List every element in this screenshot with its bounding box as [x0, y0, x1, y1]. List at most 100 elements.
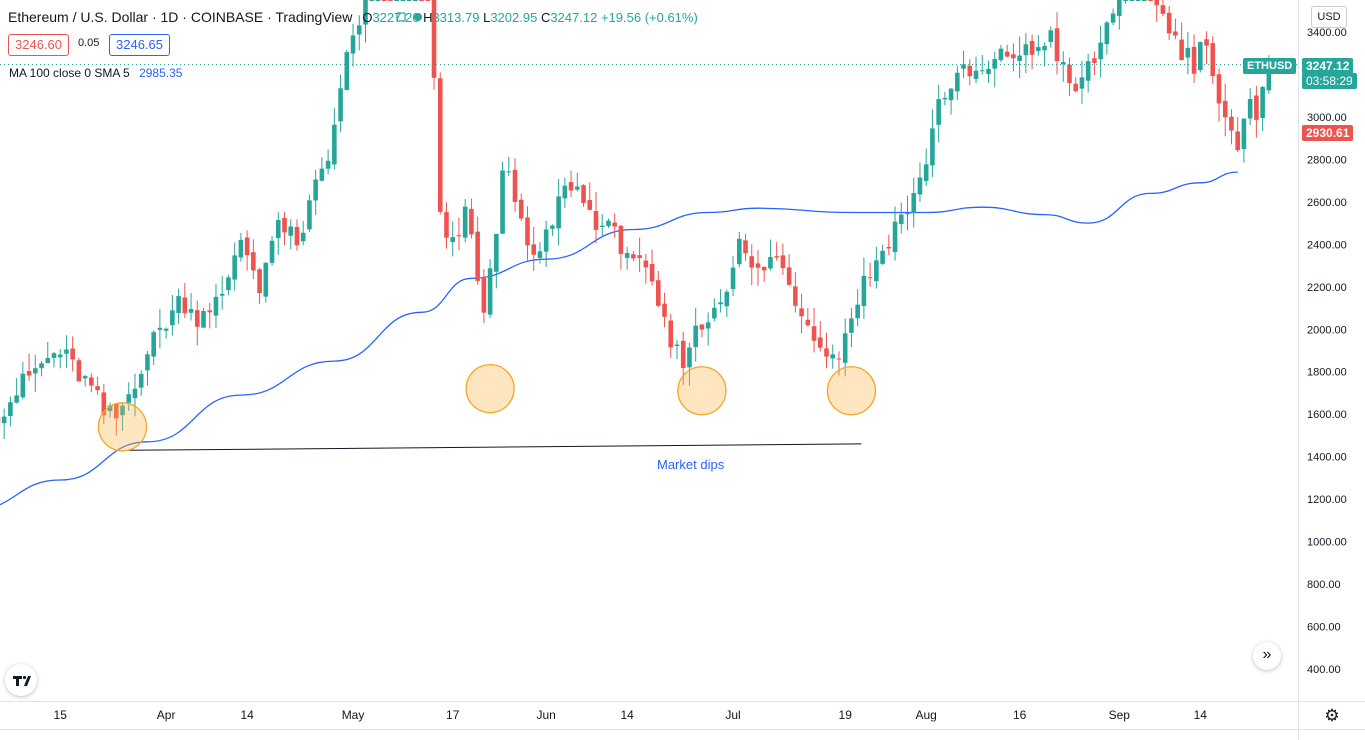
time-tick-label: 14 [620, 708, 634, 722]
candle-body [1260, 86, 1265, 118]
candle-body [1160, 5, 1166, 14]
market-dips-label: Market dips [657, 457, 725, 472]
candle-body [1098, 42, 1103, 60]
sell-button[interactable]: 3246.60 [8, 34, 69, 56]
candle-body [194, 310, 200, 327]
candle-body [1173, 31, 1178, 36]
time-tick-label: 19 [839, 708, 853, 722]
candle-body [425, 0, 431, 1]
candle-body [251, 252, 256, 271]
scroll-to-realtime-button[interactable]: » [1253, 642, 1281, 670]
candle-body [886, 246, 892, 249]
time-tick-label: 16 [1013, 708, 1027, 722]
candle-body [188, 309, 194, 313]
candle-body [325, 160, 331, 169]
support-trendline [128, 443, 862, 451]
candle-body [550, 225, 555, 229]
candle-body [1191, 46, 1197, 74]
candle-body [967, 65, 973, 77]
candle-body [350, 35, 356, 54]
time-tick-label: 14 [240, 708, 254, 722]
candle-body [1042, 45, 1047, 51]
candle-body [942, 97, 948, 100]
candle-body [1148, 0, 1153, 1]
candle-body [338, 88, 343, 122]
candle-body [33, 368, 38, 374]
candle-body [57, 354, 63, 358]
dip-circle-4 [826, 366, 877, 416]
price-tick-label: 400.00 [1307, 664, 1341, 676]
candle-body [82, 376, 88, 379]
candle-body [568, 182, 574, 191]
candle-body [668, 320, 674, 348]
price-tick-label: 2400.00 [1307, 239, 1347, 251]
candle-body [525, 217, 530, 246]
candle-body [643, 260, 649, 268]
price-tick-label: 2800.00 [1307, 154, 1347, 166]
tradingview-logo[interactable] [5, 664, 37, 696]
candle-body [176, 296, 181, 314]
candle-body [1017, 55, 1022, 61]
candle-body [1123, 0, 1128, 1]
annotation-layer [97, 363, 877, 452]
price-tick-label: 3000.00 [1307, 112, 1347, 124]
candle-body [313, 179, 318, 201]
candle-body [356, 25, 362, 35]
candle-body [170, 310, 175, 326]
candle-body [95, 386, 100, 391]
time-tick-label: May [342, 708, 365, 722]
close-label: C [540, 10, 551, 25]
currency-selector[interactable]: USD [1311, 6, 1347, 28]
candle-body [332, 124, 337, 165]
candle-body [911, 193, 917, 214]
candle-body [182, 297, 188, 314]
candle-body [419, 0, 424, 1]
candle-body [631, 254, 636, 259]
candle-body [300, 232, 306, 242]
candle-body [512, 169, 518, 202]
ma-legend[interactable]: MA 100 close 0 SMA 5 2985.35 [9, 66, 182, 80]
gear-icon[interactable]: ⚙ [1324, 706, 1340, 725]
candle-body [1247, 99, 1253, 119]
candle-body [450, 237, 456, 242]
candle-body [101, 392, 107, 416]
candle-body [226, 277, 231, 291]
candle-body [388, 0, 393, 1]
candle-body [307, 200, 312, 230]
candle-body [780, 255, 786, 269]
candle-body [743, 240, 748, 254]
candle-body [680, 340, 686, 368]
candle-body [1110, 13, 1116, 23]
open-value: 3227.26 [372, 10, 420, 25]
candle-body [456, 235, 462, 237]
last-price-tag: 3247.12 [1302, 58, 1354, 74]
candle-body [14, 395, 19, 403]
candle-body [1179, 39, 1184, 60]
candle-body [319, 168, 325, 181]
candle-body [518, 199, 524, 219]
candle-body [699, 324, 705, 330]
candle-body [979, 70, 985, 72]
legend-status-icons[interactable] [396, 10, 436, 24]
candle-body [132, 388, 138, 399]
ma-legend-label: MA 100 close 0 SMA 5 [9, 66, 130, 80]
candle-body [1104, 22, 1110, 45]
candles-layer [0, 0, 1272, 439]
candle-body [1048, 30, 1054, 42]
candle-body [531, 244, 536, 255]
candle-body [288, 226, 294, 236]
candle-body [444, 212, 449, 238]
candle-body [849, 318, 854, 333]
buy-button[interactable]: 3246.65 [109, 34, 170, 56]
candle-body [394, 0, 399, 1]
candle-body [836, 358, 842, 360]
candle-body [898, 214, 904, 225]
candle-body [1222, 100, 1228, 118]
candle-body [1266, 71, 1272, 91]
time-tick-label: 17 [446, 708, 460, 722]
candle-body [718, 302, 723, 305]
price-tick-label: 1000.00 [1307, 537, 1347, 549]
candle-body [1004, 51, 1010, 57]
candle-body [1036, 47, 1041, 52]
